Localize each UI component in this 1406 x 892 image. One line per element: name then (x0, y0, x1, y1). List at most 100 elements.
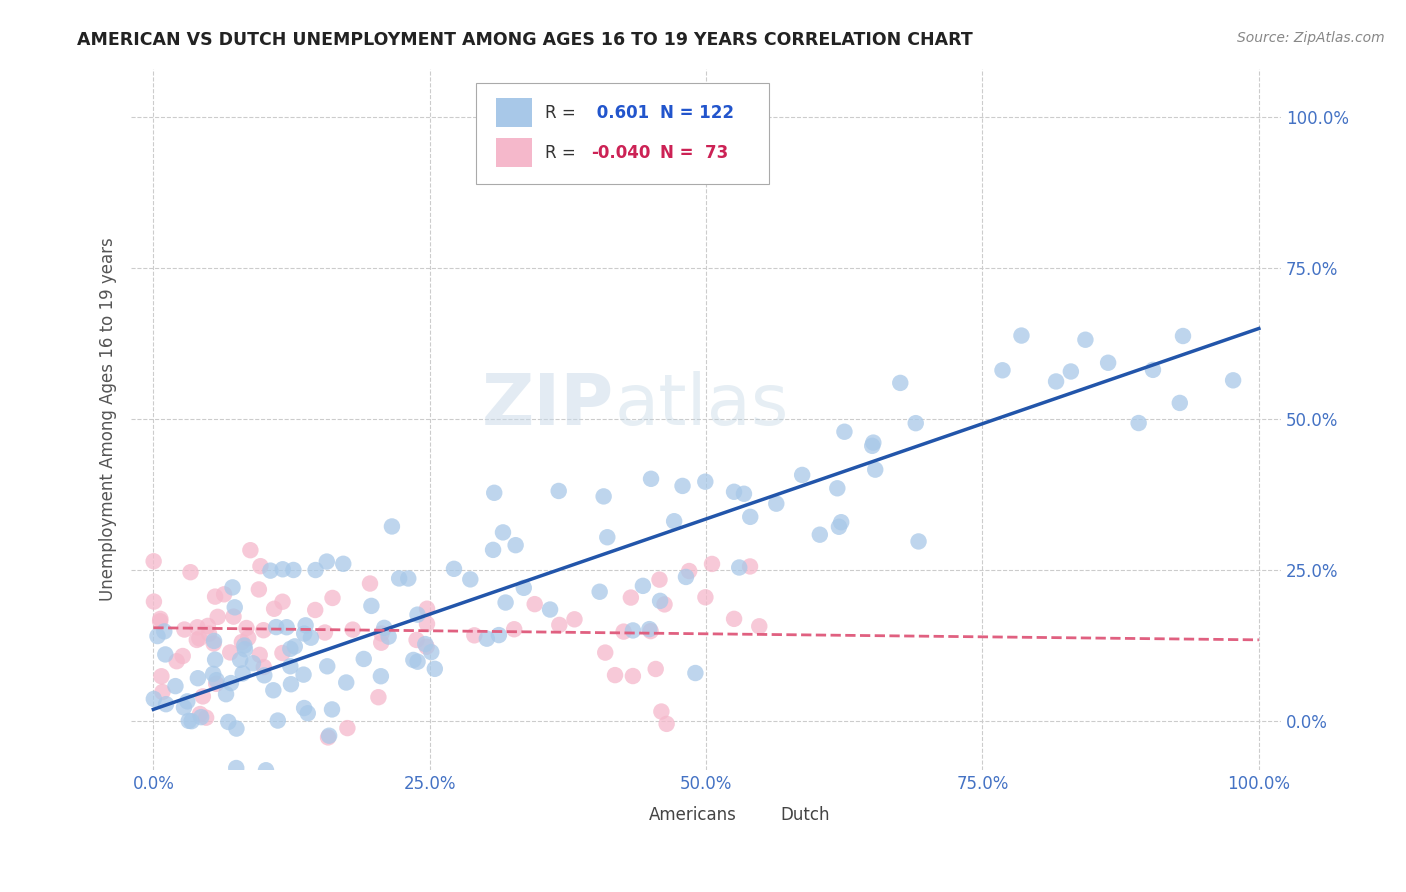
Point (233, 639, 256, 653)
Point (207, 610, 229, 624)
Point (482, 542, 505, 557)
Point (247, 582, 270, 597)
Point (640, 624, 662, 639)
Point (142, 692, 165, 706)
FancyBboxPatch shape (496, 138, 533, 168)
Point (180, 714, 202, 728)
Point (907, 534, 929, 549)
Point (460, 573, 482, 587)
Point (198, 626, 221, 640)
Point (224, 600, 246, 615)
Point (215, 687, 238, 701)
Point (723, 612, 745, 626)
Point (662, 514, 685, 528)
Point (225, 761, 247, 775)
Point (648, 594, 671, 608)
Point (297, 706, 319, 721)
FancyBboxPatch shape (741, 801, 773, 830)
Point (1010, 328, 1032, 343)
Point (792, 467, 814, 482)
Point (904, 416, 927, 430)
Point (1060, 364, 1083, 378)
Point (342, 623, 364, 637)
Point (889, 376, 911, 390)
Point (187, 671, 209, 685)
Point (271, 646, 294, 660)
Point (142, 554, 165, 568)
Point (678, 564, 700, 578)
Point (222, 609, 245, 624)
Point (299, 631, 322, 645)
Point (321, 702, 343, 716)
Point (416, 616, 439, 631)
Point (253, 668, 276, 682)
Point (370, 669, 392, 683)
Point (202, 634, 225, 648)
FancyBboxPatch shape (609, 801, 641, 830)
Point (648, 573, 671, 587)
Point (292, 701, 315, 715)
Point (242, 657, 264, 671)
Point (733, 487, 755, 501)
Point (335, 675, 357, 690)
Point (232, 666, 254, 681)
Point (548, 618, 571, 632)
Point (513, 581, 536, 595)
Point (280, 677, 302, 691)
Text: R =: R = (546, 103, 576, 121)
Point (332, 557, 354, 571)
Point (149, 614, 172, 628)
Point (475, 632, 498, 646)
Point (155, 648, 177, 662)
Text: Americans: Americans (648, 806, 737, 824)
Point (238, 631, 260, 645)
Point (173, 623, 195, 637)
Point (748, 619, 770, 633)
Text: ZIP: ZIP (482, 371, 614, 440)
Point (353, 652, 375, 666)
Point (188, 706, 211, 721)
Point (638, 622, 661, 636)
Point (423, 662, 446, 676)
Point (650, 705, 672, 719)
Text: -0.040: -0.040 (591, 144, 651, 161)
Point (495, 595, 517, 609)
Point (828, 520, 851, 534)
Point (359, 576, 381, 591)
Point (644, 662, 666, 676)
Point (1171, 329, 1194, 343)
Point (1128, 416, 1150, 430)
Point (621, 669, 644, 683)
Point (413, 637, 436, 651)
Point (406, 655, 429, 669)
Y-axis label: Unemployment Among Ages 16 to 19 years: Unemployment Among Ages 16 to 19 years (100, 237, 117, 601)
Point (765, 497, 787, 511)
Point (1045, 375, 1067, 389)
Point (834, 425, 856, 439)
FancyBboxPatch shape (477, 83, 769, 185)
Point (318, 729, 340, 743)
Text: AMERICAN VS DUTCH UNEMPLOYMENT AMONG AGES 16 TO 19 YEARS CORRELATION CHART: AMERICAN VS DUTCH UNEMPLOYMENT AMONG AGE… (77, 31, 973, 49)
Point (284, 640, 307, 654)
Point (262, 683, 284, 698)
Point (640, 472, 662, 486)
Point (267, 714, 290, 728)
Point (321, 591, 343, 605)
Point (152, 685, 174, 699)
Point (202, 666, 225, 681)
Point (388, 571, 411, 585)
Point (370, 626, 392, 640)
Point (402, 653, 425, 667)
Point (381, 519, 404, 533)
Text: N = 122: N = 122 (659, 103, 734, 121)
Point (249, 648, 271, 662)
Point (202, 636, 225, 650)
Point (205, 673, 228, 687)
Point (219, 645, 242, 659)
Point (830, 515, 852, 529)
Point (253, 660, 276, 674)
Point (294, 618, 316, 632)
Point (373, 621, 395, 635)
Point (259, 564, 281, 578)
Point (205, 677, 228, 691)
